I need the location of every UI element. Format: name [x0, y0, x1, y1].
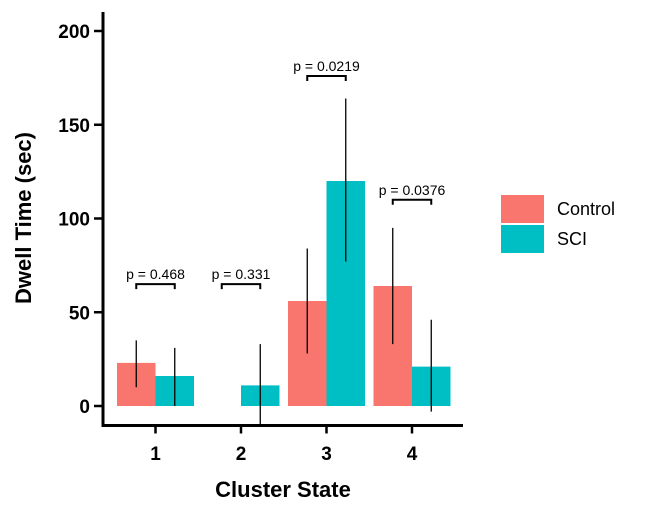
x-tick-label: 1	[150, 444, 161, 465]
x-axis-title: Cluster State	[215, 477, 351, 502]
legend-swatch-sci	[501, 225, 544, 253]
x-tick-label: 4	[407, 444, 418, 465]
significance-bracket	[135, 283, 176, 290]
x-tick-label: 3	[321, 444, 332, 465]
p-value-label: p = 0.0219	[293, 58, 360, 74]
y-tick-label: 150	[58, 116, 90, 137]
y-tick-label: 50	[69, 303, 90, 324]
significance-bracket	[306, 75, 347, 81]
y-tick-label: 0	[79, 397, 90, 418]
p-value-label: p = 0.331	[212, 266, 271, 282]
y-tick-label: 200	[58, 22, 90, 43]
significance-annotations: p = 0.468 p = 0.331 p = 0.0219 p = 0.0376	[126, 58, 446, 290]
significance-bracket	[220, 283, 262, 290]
x-tick-label: 2	[236, 444, 247, 465]
p-value-label: p = 0.0376	[379, 182, 446, 198]
error-bars	[135, 98, 432, 425]
legend-label-sci: SCI	[557, 229, 587, 249]
significance-bracket	[391, 198, 433, 205]
legend-label-control: Control	[557, 199, 615, 219]
bars	[117, 181, 451, 406]
legend: Control SCI	[501, 195, 615, 253]
y-tick-label: 100	[58, 210, 90, 231]
legend-swatch-control	[501, 195, 544, 223]
p-value-label: p = 0.468	[126, 266, 185, 282]
axes: 0 50 100 150 200 1 2 3 4	[58, 12, 463, 465]
y-axis-title: Dwell Time (sec)	[11, 132, 36, 304]
